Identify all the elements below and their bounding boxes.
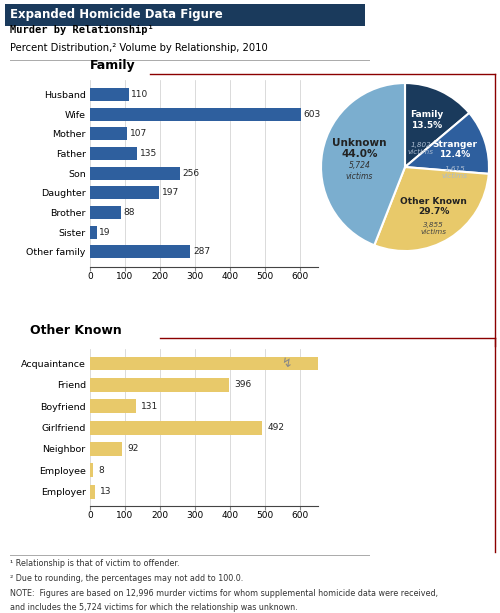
Text: Percent Distribution,² Volume by Relationship, 2010: Percent Distribution,² Volume by Relatio… [10,43,268,53]
Text: 8: 8 [98,466,104,475]
Bar [90,186,159,199]
Text: 492: 492 [268,423,284,432]
Text: Family
13.5%: Family 13.5% [410,110,444,129]
Bar [90,485,94,498]
Text: Other Known
29.7%: Other Known 29.7% [400,197,468,216]
Text: 13: 13 [100,487,112,496]
Text: 107: 107 [130,129,148,139]
Text: Stranger
12.4%: Stranger 12.4% [432,140,477,159]
Text: Expanded Homicide Data Figure: Expanded Homicide Data Figure [10,8,223,21]
Bar [90,88,128,101]
Text: and includes the 5,724 victims for which the relationship was unknown.: and includes the 5,724 victims for which… [10,603,298,612]
Bar [90,357,500,370]
Text: 287: 287 [193,247,210,256]
Bar [90,378,228,392]
Text: 131: 131 [141,402,158,411]
Text: ² Due to rounding, the percentages may not add to 100.0.: ² Due to rounding, the percentages may n… [10,574,243,583]
Wedge shape [405,113,489,174]
Bar [90,128,128,140]
Text: 5,724
victims: 5,724 victims [346,161,374,181]
Wedge shape [374,167,488,251]
Text: Family: Family [90,59,136,72]
Text: 396: 396 [234,380,251,389]
Bar [90,442,122,456]
Text: 1,802
victims: 1,802 victims [408,142,434,154]
Bar [90,399,136,413]
Bar [90,421,262,435]
Wedge shape [405,83,469,167]
Text: ↯: ↯ [281,357,291,370]
Wedge shape [321,83,405,245]
Text: 19: 19 [100,227,111,237]
Text: 197: 197 [162,188,179,197]
Text: 1,615
victims: 1,615 victims [442,166,468,179]
Text: 110: 110 [132,90,148,99]
Bar [90,167,180,180]
Text: 92: 92 [128,444,139,454]
Bar [90,226,96,238]
Text: 256: 256 [182,169,200,178]
Text: NOTE:  Figures are based on 12,996 murder victims for whom supplemental homicide: NOTE: Figures are based on 12,996 murder… [10,589,438,598]
Bar [90,147,137,160]
Bar [90,206,121,219]
Bar [90,245,190,258]
Text: 603: 603 [304,110,321,119]
Text: 135: 135 [140,149,158,158]
Text: Murder by Relationship¹: Murder by Relationship¹ [10,25,154,34]
Text: 3,855
victims: 3,855 victims [421,222,447,235]
Bar [90,463,93,478]
Text: ¹ Relationship is that of victim to offender.: ¹ Relationship is that of victim to offe… [10,559,179,568]
Text: Other Known: Other Known [30,324,122,337]
Bar [90,108,301,121]
Text: Unknown
44.0%: Unknown 44.0% [332,137,387,159]
Text: 88: 88 [124,208,135,217]
